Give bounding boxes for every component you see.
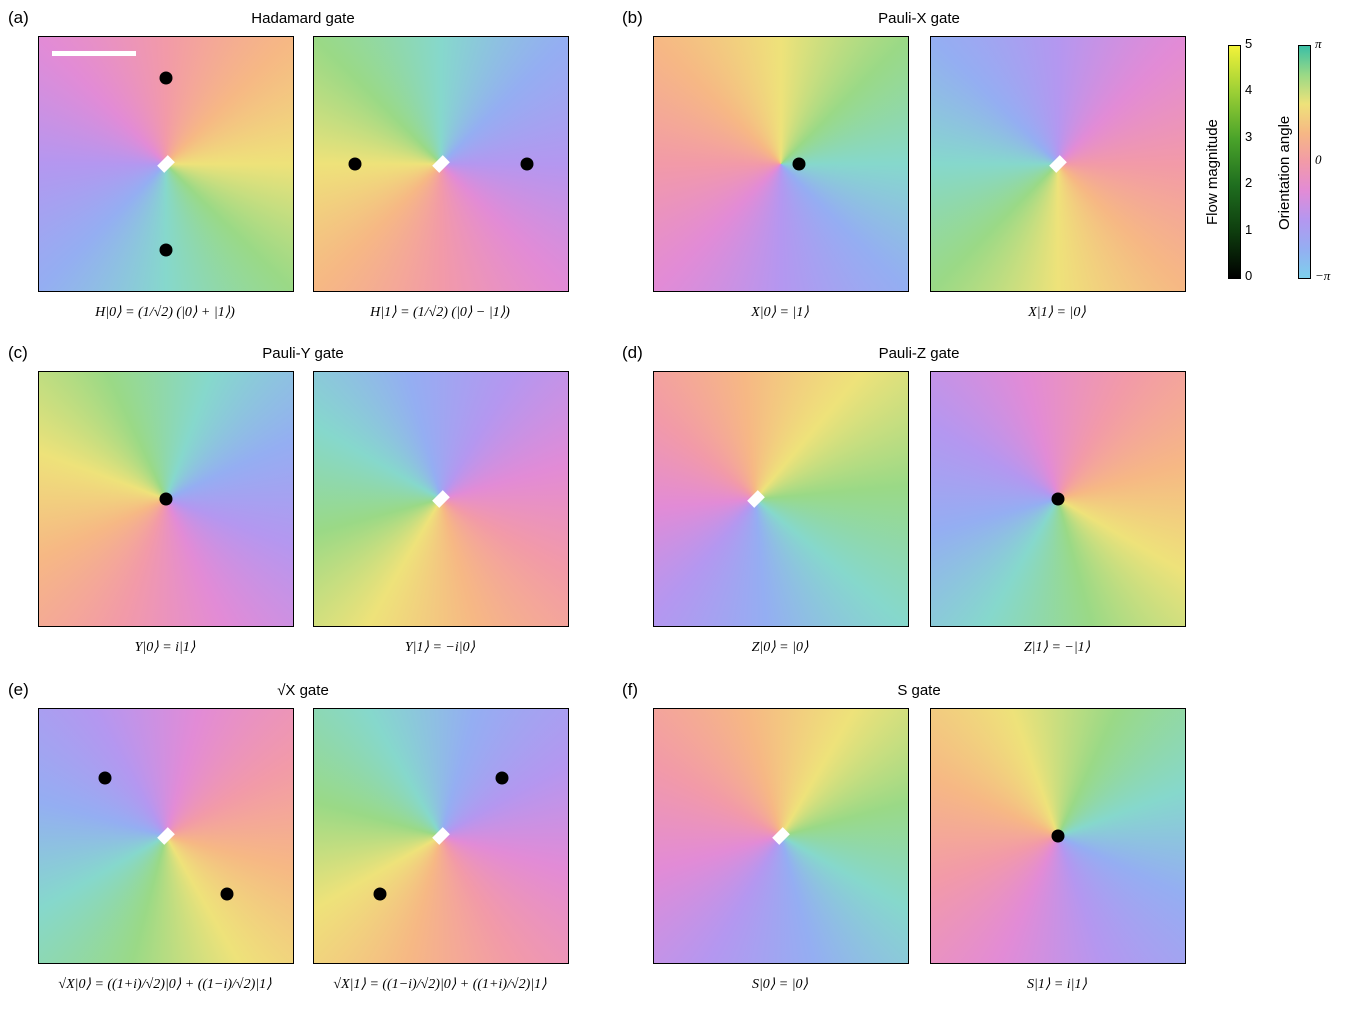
colorbar-orientation (1298, 45, 1311, 279)
colorbar-label: Flow magnitude (1204, 119, 1221, 225)
colorbar-tick: 5 (1245, 36, 1253, 51)
equation: S|1⟩ = i|1⟩ (1027, 977, 1087, 992)
source (432, 490, 450, 508)
equation: Y|0⟩ = i|1⟩ (134, 640, 196, 655)
equation: H|1⟩ = (1/√2) (|0⟩ − |1⟩) (370, 305, 510, 320)
panel-label: (b) (622, 8, 643, 27)
flow-field (653, 708, 909, 964)
flow-field (930, 36, 1186, 292)
defect (159, 71, 173, 85)
scale-bar (52, 51, 136, 56)
flow-field (653, 371, 909, 627)
defect (159, 492, 173, 506)
colorbar-tick: 3 (1245, 128, 1253, 144)
flow-field (313, 708, 569, 964)
panel-title: Pauli-Z gate (878, 345, 960, 362)
source (1049, 155, 1067, 173)
equation: √X|1⟩ = ((1−i)/√2)|0⟩ + ((1+i)/√2)|1⟩ (333, 977, 547, 992)
source (157, 827, 175, 845)
colorbar-tick: 2 (1245, 175, 1253, 191)
colorbar-tick: −π (1315, 268, 1331, 283)
panel-label: (e) (8, 680, 29, 699)
defect (1051, 492, 1065, 506)
equation: Y|1⟩ = −i|0⟩ (404, 640, 476, 655)
defect (495, 771, 509, 785)
equation: X|1⟩ = |0⟩ (1028, 305, 1086, 320)
flow-field (38, 36, 294, 292)
panel-title: Pauli-X gate (878, 10, 960, 27)
colorbar-tick: 0 (1245, 268, 1253, 283)
equation: √X|0⟩ = ((1+i)/√2)|0⟩ + ((1−i)/√2)|1⟩ (58, 977, 272, 992)
flow-field (38, 371, 294, 627)
colorbar-tick: π (1315, 36, 1322, 51)
flow-field (313, 36, 569, 292)
source (157, 155, 175, 173)
panel-title: Pauli-Y gate (262, 345, 344, 362)
panel-title: S gate (897, 682, 941, 699)
colorbar-tick: 4 (1245, 82, 1253, 98)
panel-label: (c) (8, 343, 28, 362)
flow-field (313, 371, 569, 627)
defect (373, 887, 387, 901)
defect (792, 157, 806, 171)
panel-title: √X gate (277, 682, 329, 699)
source (746, 490, 765, 508)
source (432, 827, 450, 845)
source (432, 155, 450, 173)
colorbar-label: Orientation angle (1276, 115, 1293, 230)
panel-label: (f) (622, 680, 639, 699)
defect (1051, 829, 1065, 843)
defect (159, 243, 173, 257)
source (772, 827, 790, 845)
defect (520, 157, 534, 171)
flow-field (930, 371, 1186, 627)
panel-label: (d) (622, 343, 643, 362)
equation: Z|0⟩ = |0⟩ (751, 640, 809, 655)
panel-title: Hadamard gate (251, 10, 355, 27)
flow-field (930, 708, 1186, 964)
defect (348, 157, 362, 171)
equation: X|0⟩ = |1⟩ (751, 305, 809, 320)
colorbar-magnitude (1228, 45, 1241, 279)
colorbar-tick: 0 (1315, 152, 1322, 167)
defect (220, 887, 234, 901)
equation: S|0⟩ = |0⟩ (751, 977, 809, 992)
flow-field (653, 36, 909, 292)
defect (98, 771, 112, 785)
colorbar-tick: 1 (1245, 221, 1253, 237)
equation: H|0⟩ = (1/√2) (|0⟩ + |1⟩) (95, 305, 235, 320)
equation: Z|1⟩ = −|1⟩ (1023, 640, 1091, 655)
panel-label: (a) (8, 8, 29, 27)
flow-field (38, 708, 294, 964)
